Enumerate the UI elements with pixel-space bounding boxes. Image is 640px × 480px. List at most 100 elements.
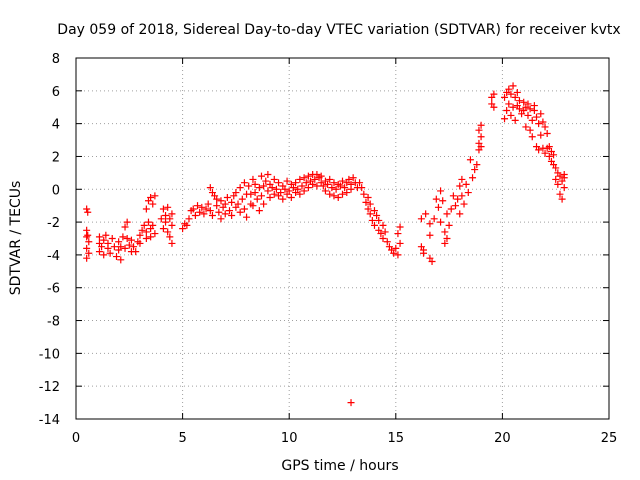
x-tick-label: 0 [72, 431, 80, 446]
data-point [520, 98, 528, 106]
data-point [443, 210, 451, 218]
data-point [535, 120, 543, 128]
data-point [541, 123, 549, 131]
x-tick-label: 20 [494, 431, 511, 446]
data-point [336, 182, 344, 190]
data-point [232, 189, 240, 197]
data-point [104, 239, 112, 247]
data-point [475, 126, 483, 134]
data-point [524, 100, 532, 108]
data-point [243, 213, 251, 221]
data-point [164, 228, 172, 236]
data-point [379, 235, 387, 242]
data-point [223, 193, 231, 201]
data-point [383, 238, 391, 246]
data-point [100, 236, 108, 244]
data-point [460, 200, 468, 208]
data-point [168, 221, 176, 229]
data-point [149, 221, 157, 229]
data-point [377, 230, 385, 238]
data-point [362, 198, 370, 206]
data-point [339, 177, 346, 185]
data-point [142, 228, 150, 236]
data-point [422, 210, 430, 218]
data-point [341, 184, 349, 192]
data-point [113, 253, 121, 261]
data-point [277, 189, 285, 197]
data-point [142, 235, 150, 242]
data-point [458, 175, 466, 183]
data-point [217, 215, 225, 223]
data-point [204, 200, 212, 208]
data-point [189, 205, 197, 213]
data-point [441, 239, 449, 247]
data-point [319, 182, 327, 190]
data-point [275, 179, 283, 187]
data-point [556, 190, 564, 198]
data-point [550, 151, 558, 159]
y-tick-label: 0 [52, 183, 60, 198]
data-point [368, 216, 376, 224]
data-point [110, 243, 118, 251]
data-point [345, 175, 353, 183]
data-point [123, 235, 131, 242]
data-point [366, 210, 374, 218]
data-point [509, 82, 517, 90]
data-point [539, 118, 547, 126]
data-point [515, 97, 523, 105]
data-point [132, 248, 140, 256]
data-point [373, 212, 381, 220]
data-point [437, 187, 445, 195]
data-point [162, 212, 170, 220]
data-point [125, 241, 133, 249]
data-point [289, 184, 297, 192]
data-point [162, 218, 170, 226]
data-point [473, 161, 481, 169]
data-point [528, 116, 536, 124]
data-point [260, 182, 268, 190]
y-tick-label: 2 [52, 150, 60, 165]
data-point [238, 195, 246, 203]
data-point [270, 175, 278, 183]
data-point [515, 105, 523, 113]
data-point [426, 231, 434, 239]
data-point [511, 116, 519, 124]
data-point [234, 200, 242, 208]
data-point [151, 230, 159, 238]
data-point [206, 184, 214, 192]
data-point [84, 231, 92, 239]
data-point [370, 221, 378, 229]
data-point [328, 184, 336, 192]
data-point [108, 235, 116, 242]
data-point [543, 129, 551, 137]
data-point [358, 184, 366, 192]
data-point [136, 239, 144, 247]
data-point [458, 192, 466, 200]
data-point [121, 244, 129, 252]
y-tick-label: -14 [39, 413, 60, 428]
data-point [302, 179, 310, 187]
data-point [311, 175, 319, 183]
data-point [185, 215, 193, 223]
data-point [366, 200, 374, 208]
data-point [149, 200, 157, 208]
data-point [240, 205, 248, 213]
y-tick-label: 6 [52, 85, 60, 100]
data-point [147, 233, 155, 241]
data-point [255, 207, 263, 215]
data-point [501, 115, 509, 123]
data-point [213, 195, 221, 203]
data-point [464, 189, 472, 197]
data-point [434, 203, 442, 211]
data-point [381, 228, 389, 236]
data-point [454, 195, 462, 203]
data-point [159, 225, 167, 233]
chart-title: Day 059 of 2018, Sidereal Day-to-day VTE… [57, 22, 620, 38]
data-point [202, 205, 210, 213]
data-point [466, 156, 474, 164]
data-point [530, 102, 538, 110]
data-point [533, 113, 541, 121]
data-point [142, 205, 150, 213]
data-point [390, 249, 398, 257]
x-axis-label: GPS time / hours [281, 458, 398, 474]
